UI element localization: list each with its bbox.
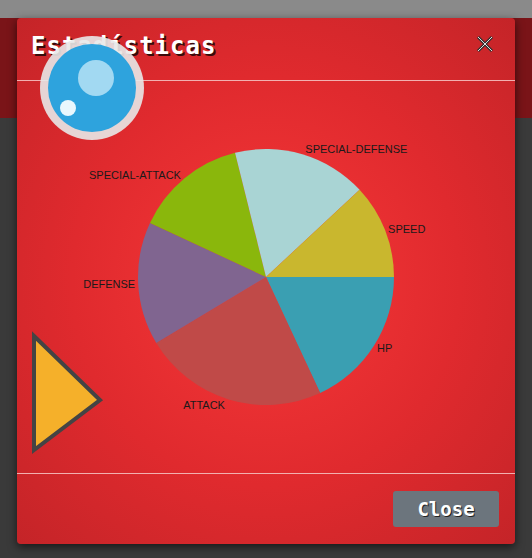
html-text:Estadísticas: Estadísticas [31, 32, 217, 60]
svg-text:SPEED: SPEED [388, 223, 425, 235]
svg-text:DEFENSE: DEFENSE [83, 278, 135, 290]
svg-text:SPECIAL-DEFENSE: SPECIAL-DEFENSE [305, 143, 407, 155]
svg-text:ATTACK: ATTACK [183, 399, 225, 411]
html-text:Close: Close [417, 498, 475, 520]
svg-text:SPECIAL-ATTACK: SPECIAL-ATTACK [89, 169, 182, 181]
svg-text:HP: HP [377, 342, 392, 354]
